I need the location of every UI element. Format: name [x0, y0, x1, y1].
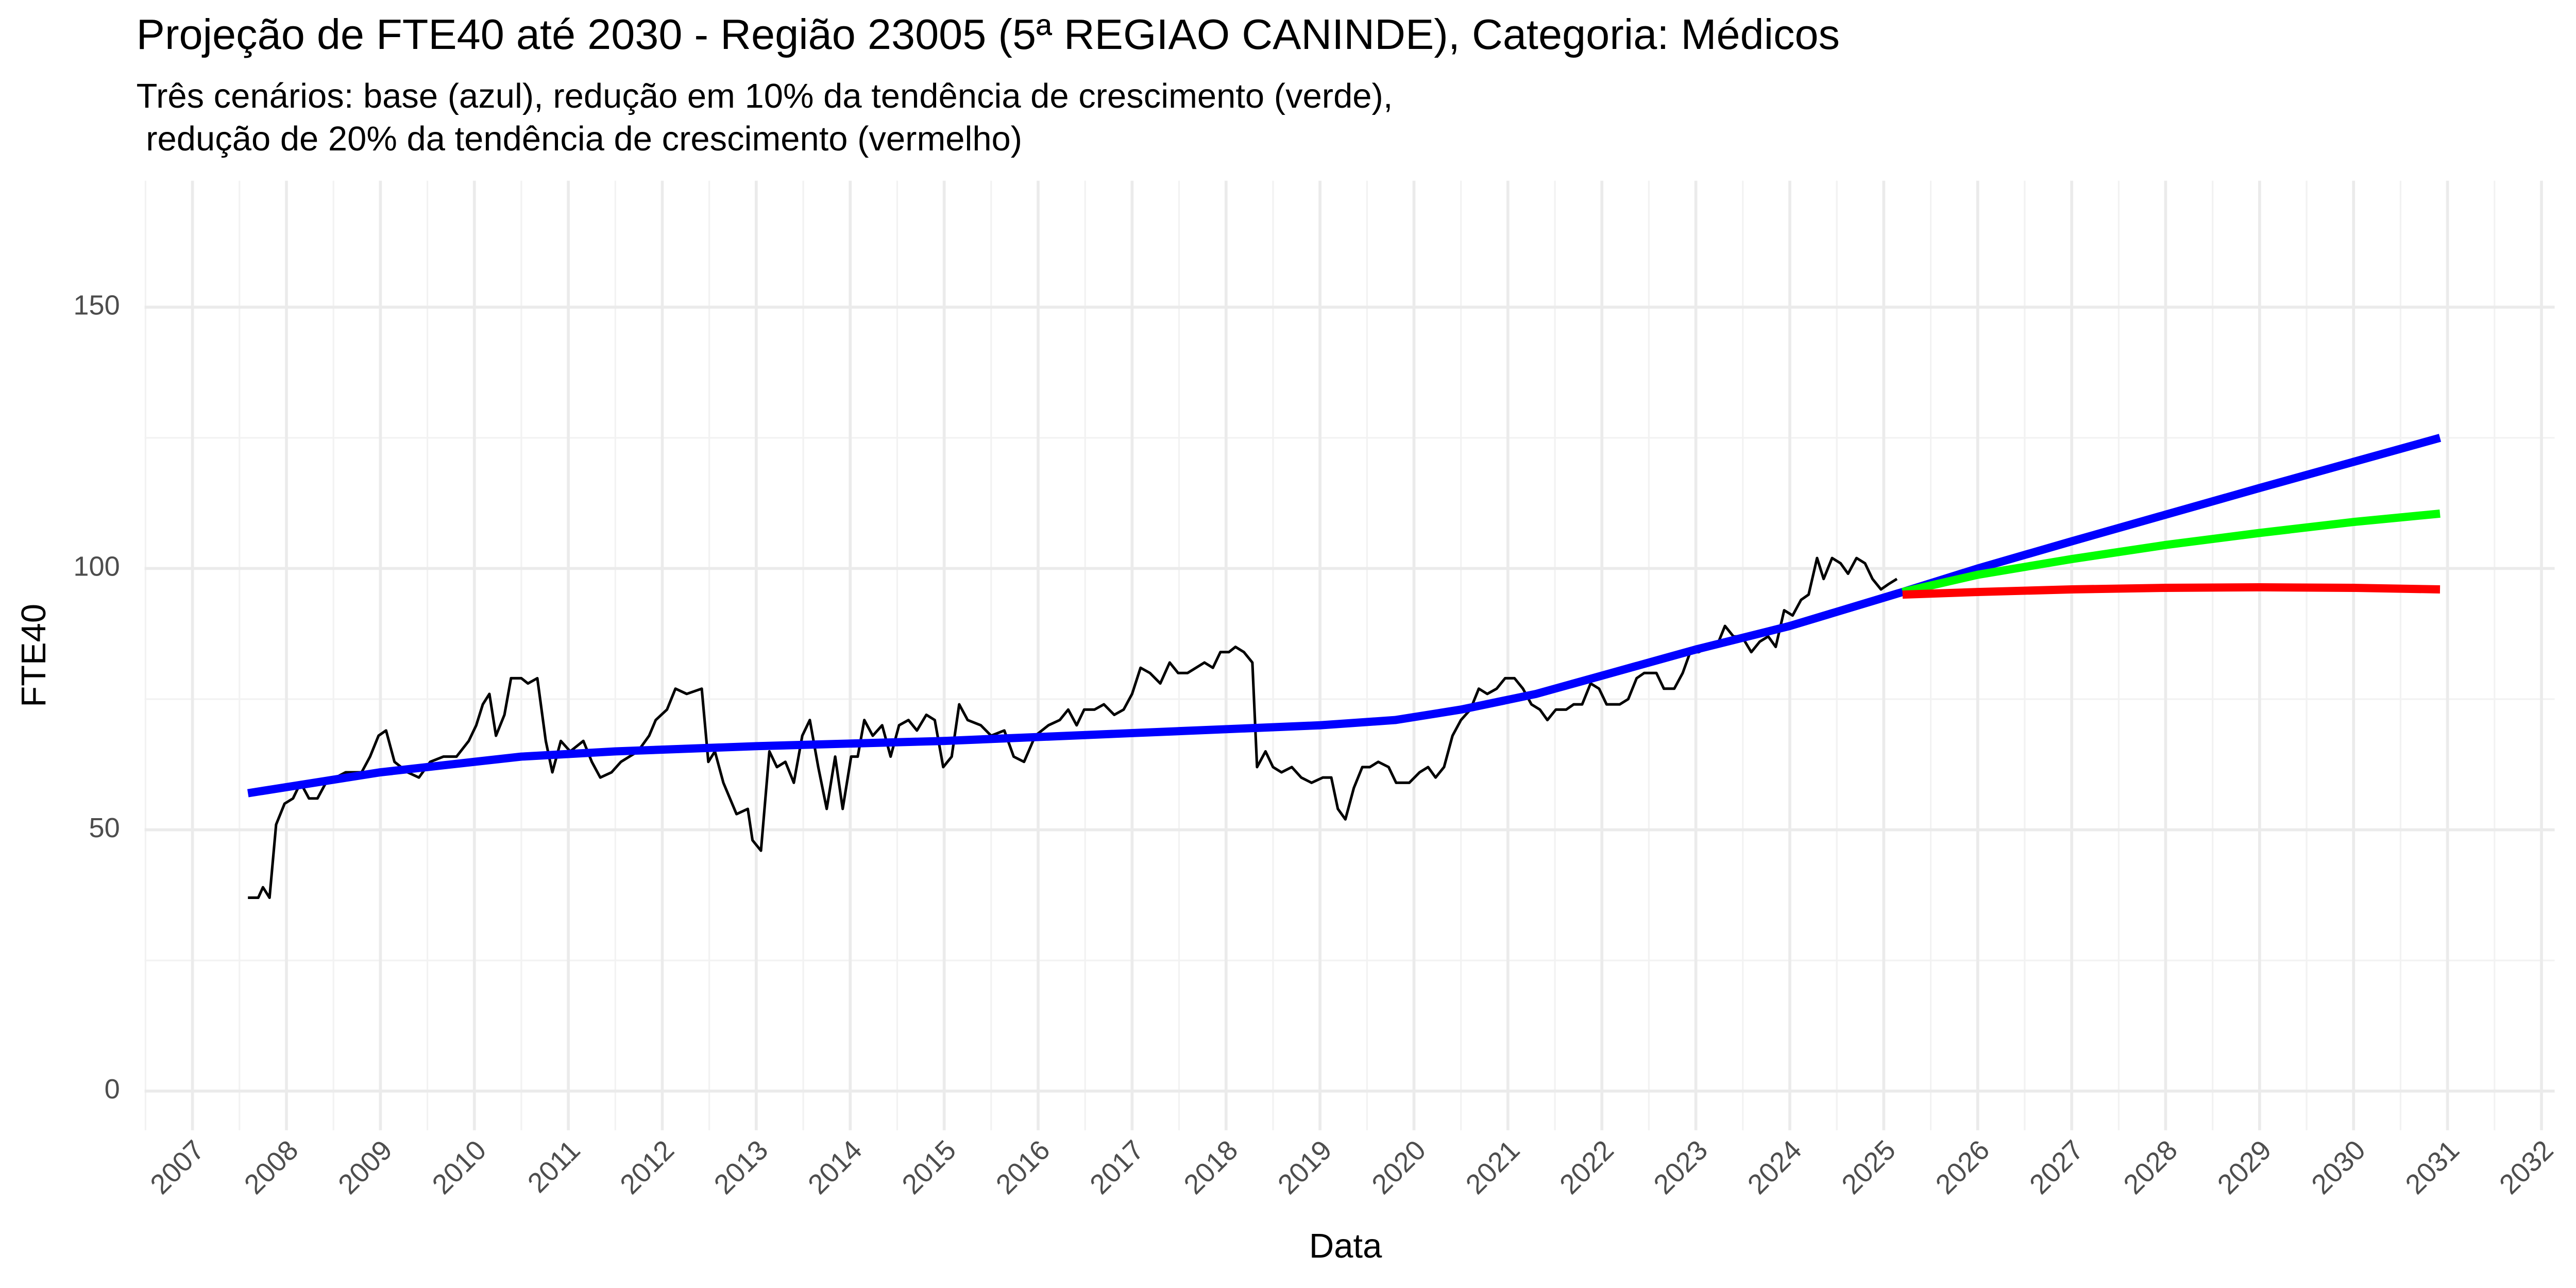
y-tick-label: 0 — [105, 1074, 120, 1105]
series-line — [1902, 509, 2441, 596]
series-line — [1902, 583, 2441, 599]
y-axis-label: FTE40 — [14, 604, 53, 707]
chart-subtitle: redução de 20% da tendência de crescimen… — [137, 120, 1022, 158]
y-tick-label: 150 — [73, 290, 120, 321]
grid — [144, 180, 2555, 1130]
series-line — [248, 556, 1898, 900]
x-axis-label: Data — [1309, 1227, 1382, 1265]
series-line — [247, 434, 2442, 798]
y-tick-label: 100 — [73, 551, 120, 582]
plot-lines — [247, 434, 2442, 900]
y-tick-label: 50 — [89, 812, 120, 843]
chart-title: Projeção de FTE40 até 2030 - Região 2300… — [137, 10, 1840, 58]
chart-subtitle: Três cenários: base (azul), redução em 1… — [137, 77, 1393, 115]
